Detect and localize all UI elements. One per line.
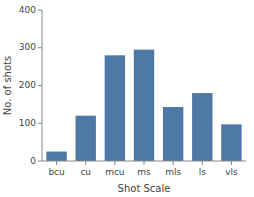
x-tick-label: bcu [48,167,64,177]
y-tick [38,161,42,162]
y-tick-label: 400 [19,5,36,15]
x-tick-label: ms [137,167,151,177]
y-tick-label: 0 [30,156,36,166]
y-tick-label: 300 [19,42,36,52]
y-tick [38,123,42,124]
x-tick [231,161,232,165]
y-tick-label: 100 [19,118,36,128]
y-axis-line [42,10,43,161]
x-tick-label: mls [165,167,181,177]
x-tick [173,161,174,165]
x-tick-label: ls [199,167,207,177]
chart-container: 0 100 200 300 400 bcu cu mcu ms mls ls vls Shot Scal… [0,0,254,197]
bar [192,93,212,161]
bar [46,152,66,161]
bar [163,107,183,161]
chart-svg: 0 100 200 300 400 bcu cu mcu ms mls ls vls Shot Scal… [0,0,254,197]
x-tick-label: cu [80,167,91,177]
bar [221,124,241,161]
x-tick [202,161,203,165]
x-tick [85,161,86,165]
x-tick-label: vls [225,167,238,177]
bar [76,116,96,161]
x-tick-label: mcu [105,167,124,177]
y-tick [38,10,42,11]
bar [134,50,154,161]
bars [46,50,241,161]
page: {"chart_data": {"type": "bar", "categori… [0,0,254,197]
x-tick [56,161,57,165]
y-tick-label: 200 [19,80,36,90]
y-axis-label: No. of shots [2,56,13,115]
y-tick [38,85,42,86]
x-tick [114,161,115,165]
bar [105,55,125,161]
x-axis-label: Shot Scale [118,183,171,194]
y-tick [38,47,42,48]
x-tick [144,161,145,165]
